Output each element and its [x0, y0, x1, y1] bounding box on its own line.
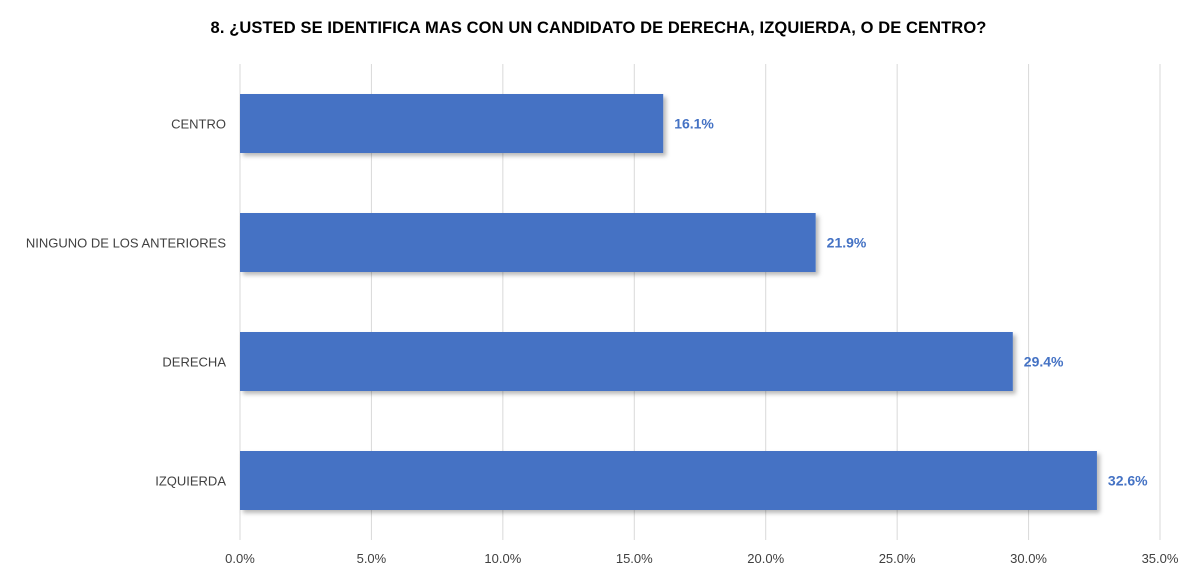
bar: [240, 332, 1013, 391]
x-tick-label: 10.0%: [484, 551, 521, 566]
data-label: 16.1%: [674, 116, 714, 132]
category-label: IZQUIERDA: [155, 474, 226, 489]
bars: [240, 94, 1097, 510]
labels: 0.0% 5.0% 10.0% 15.0% 20.0% 25.0% 30.0% 35.0% CE…: [26, 116, 1179, 567]
category-label: NINGUNO DE LOS ANTERIORES: [26, 236, 226, 251]
data-label: 32.6%: [1108, 473, 1148, 489]
category-label: DERECHA: [162, 355, 226, 370]
bar: [240, 94, 664, 153]
chart-title: 8. ¿USTED SE IDENTIFICA MAS CON UN CANDI…: [210, 19, 987, 37]
x-tick-label: 30.0%: [1010, 551, 1047, 566]
x-tick-label: 25.0%: [879, 551, 916, 566]
x-tick-label: 35.0%: [1142, 551, 1179, 566]
bar: [240, 213, 816, 272]
data-label: 29.4%: [1024, 354, 1064, 370]
x-tick-label: 5.0%: [357, 551, 387, 566]
bar: [240, 451, 1097, 510]
x-tick-label: 15.0%: [616, 551, 653, 566]
x-tick-label: 0.0%: [225, 551, 255, 566]
data-label: 21.9%: [827, 235, 867, 251]
x-tick-label: 20.0%: [747, 551, 784, 566]
category-label: CENTRO: [171, 117, 226, 132]
